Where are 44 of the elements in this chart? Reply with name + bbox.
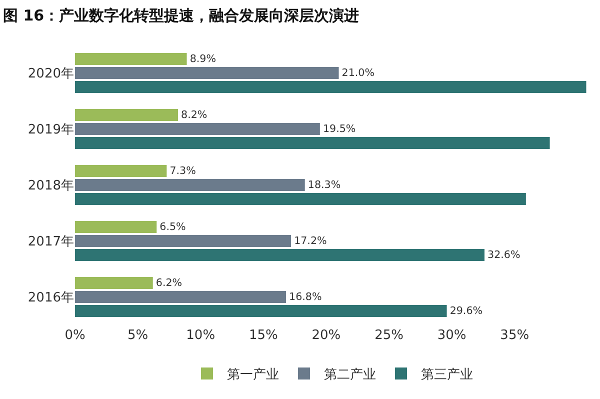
legend-label: 第一产业 xyxy=(227,368,279,383)
chart-title: 图 16：产业数字化转型提速，融合发展向深层次演进 xyxy=(3,6,360,24)
bar xyxy=(75,193,526,205)
bar xyxy=(75,277,153,289)
data-label: 8.9% xyxy=(190,52,216,65)
x-tick-label: 5% xyxy=(127,328,148,343)
bar xyxy=(75,109,178,121)
bar xyxy=(75,53,187,65)
y-tick-label: 2019年 xyxy=(28,122,74,138)
data-label: 19.5% xyxy=(322,122,356,135)
x-tick-label: 15% xyxy=(248,328,278,343)
x-tick-label: 20% xyxy=(312,328,341,343)
bar xyxy=(75,221,157,233)
bar xyxy=(75,123,320,135)
y-tick-label: 2016年 xyxy=(28,290,74,306)
data-label: 7.3% xyxy=(170,164,196,177)
bar xyxy=(75,235,292,247)
data-label: 16.8% xyxy=(289,290,322,303)
x-tick-label: 35% xyxy=(500,328,530,343)
data-label: 18.3% xyxy=(308,178,341,191)
legend-label: 第二产业 xyxy=(324,368,376,383)
data-label: 6.2% xyxy=(156,276,182,289)
x-tick-label: 0% xyxy=(64,328,86,343)
bar xyxy=(75,67,339,79)
bar xyxy=(75,81,586,93)
data-label: 17.2% xyxy=(294,234,328,247)
data-label: 29.6% xyxy=(450,304,483,317)
legend-label: 第三产业 xyxy=(421,368,473,383)
bar xyxy=(75,179,305,191)
x-tick-label: 10% xyxy=(186,328,216,343)
bar xyxy=(75,291,286,303)
x-tick-label: 25% xyxy=(374,328,404,343)
bar xyxy=(75,305,447,317)
data-label: 8.2% xyxy=(181,108,208,121)
bar xyxy=(75,137,550,149)
bar xyxy=(75,165,167,177)
data-label: 21.0% xyxy=(342,66,375,79)
y-tick-label: 2017年 xyxy=(28,234,74,250)
bar xyxy=(75,249,484,261)
data-label: 6.5% xyxy=(160,220,186,233)
y-tick-label: 2020年 xyxy=(28,66,74,82)
x-tick-label: 30% xyxy=(437,328,466,343)
y-tick-label: 2018年 xyxy=(28,178,74,194)
data-label: 32.6% xyxy=(488,248,520,261)
